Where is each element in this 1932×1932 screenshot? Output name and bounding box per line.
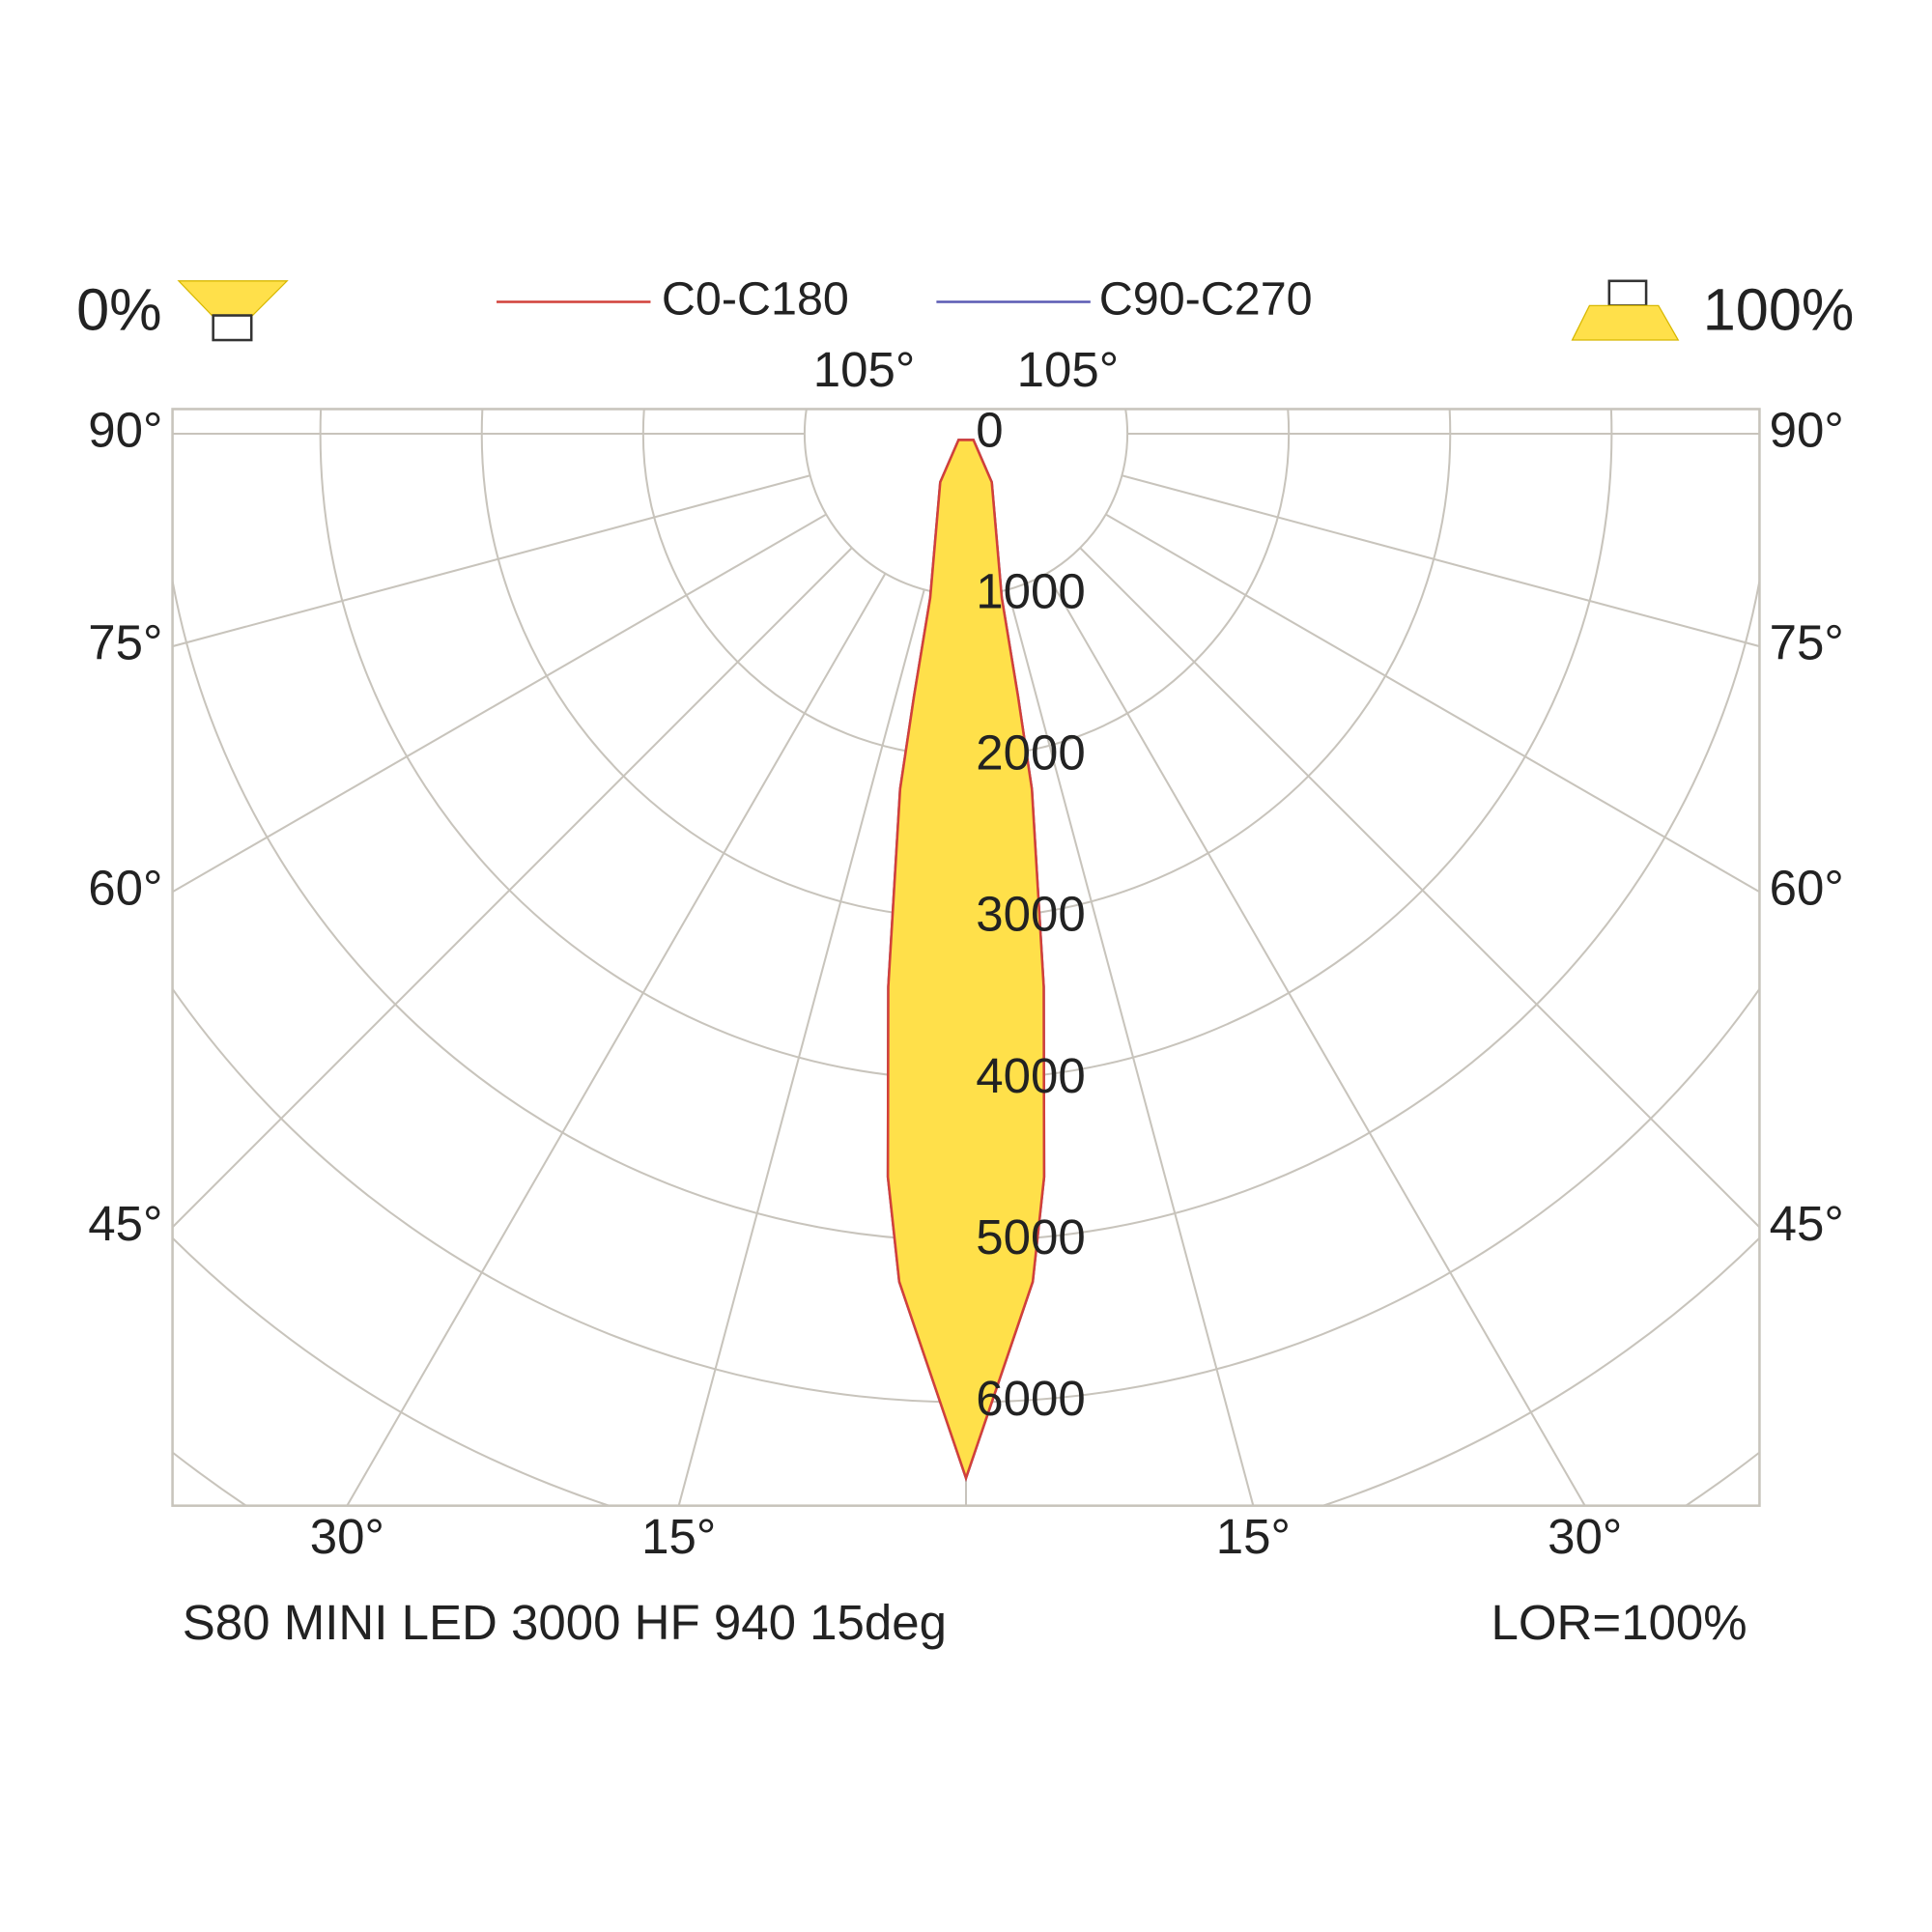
angle-tick-label: 90° — [1770, 402, 1844, 457]
r-tick-label: 4000 — [976, 1048, 1086, 1103]
labels: 0 1000 2000 3000 4000 5000 6000 15° 15° 30° 30° 45°… — [88, 342, 1844, 1564]
r-tick-label: 5000 — [976, 1209, 1086, 1264]
uplight-icon-box — [1607, 279, 1648, 307]
angle-tick-label: 15° — [641, 1509, 716, 1564]
r-tick-label: 0 — [976, 402, 1003, 457]
upward-label: 100% — [1703, 276, 1855, 342]
annotation: LOR=100% — [1492, 1595, 1747, 1650]
angle-tick-label: 45° — [1770, 1196, 1844, 1251]
chart-title: S80 MINI LED 3000 HF 940 15deg — [183, 1595, 947, 1650]
intensity-curve — [886, 439, 1046, 1483]
angle-tick-label: 60° — [1770, 861, 1844, 916]
radial-line — [172, 547, 853, 1229]
legend-label: C0-C180 — [662, 272, 849, 325]
angle-tick-label: 75° — [1770, 615, 1844, 670]
radial-line — [1122, 474, 1760, 648]
downlight-icon — [177, 280, 289, 317]
angle-tick-label: 75° — [88, 615, 162, 670]
angle-tick-label: 90° — [88, 402, 162, 457]
angle-tick-label: 30° — [310, 1509, 384, 1564]
radial-line — [172, 513, 827, 894]
downward-label: 0% — [76, 276, 161, 342]
radial-line — [1079, 547, 1760, 1229]
angle-tick-label: 105° — [1017, 342, 1120, 397]
radial-line — [1105, 513, 1760, 894]
r-tick-label: 2000 — [976, 725, 1086, 781]
angle-tick-label: 105° — [813, 342, 916, 397]
radial-line — [346, 573, 887, 1506]
radial-line — [172, 474, 810, 648]
angle-tick-label: 45° — [88, 1196, 162, 1251]
r-tick-label: 3000 — [976, 887, 1086, 942]
angle-tick-label: 30° — [1548, 1509, 1622, 1564]
r-tick-label: 6000 — [976, 1371, 1086, 1426]
curves — [886, 439, 1046, 1483]
legend-label: C90-C270 — [1099, 272, 1313, 325]
r-tick-label: 1000 — [976, 564, 1086, 619]
radial-line — [677, 589, 925, 1506]
uplight-icon — [1571, 304, 1680, 341]
radial-line — [1045, 573, 1586, 1506]
downlight-icon-box — [212, 314, 253, 342]
angle-tick-label: 15° — [1216, 1509, 1291, 1564]
angle-tick-label: 60° — [88, 861, 162, 916]
radial-line — [1007, 589, 1255, 1506]
